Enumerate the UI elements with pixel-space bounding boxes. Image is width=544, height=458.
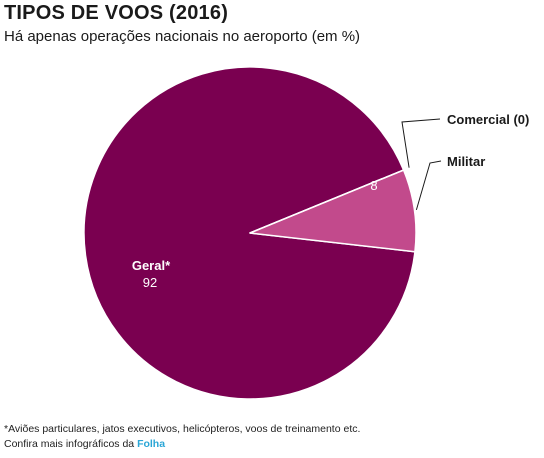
legend-label-militar: Militar <box>447 154 485 169</box>
credit-brand-link[interactable]: Folha <box>137 438 166 450</box>
chart-subtitle: Há apenas operações nacionais no aeropor… <box>4 28 361 45</box>
credit-prefix: Confira mais infográficos da <box>4 438 138 450</box>
chart-title: TIPOS DE VOOS (2016) <box>4 2 229 24</box>
leader-line-militar <box>415 160 442 211</box>
leader-line-comercial <box>401 118 441 168</box>
footnote: *Aviões particulares, jatos executivos, … <box>4 423 361 435</box>
legend-label-comercial: Comercial (0) <box>447 112 529 127</box>
pie-slice-comercial <box>249 169 404 234</box>
slice-label-geral: Geral* <box>132 258 171 273</box>
data-label-geral: 92 <box>143 275 157 290</box>
credit-line: Confira mais infográficos da Folha <box>4 438 165 450</box>
data-label-militar: 8 <box>370 178 377 193</box>
